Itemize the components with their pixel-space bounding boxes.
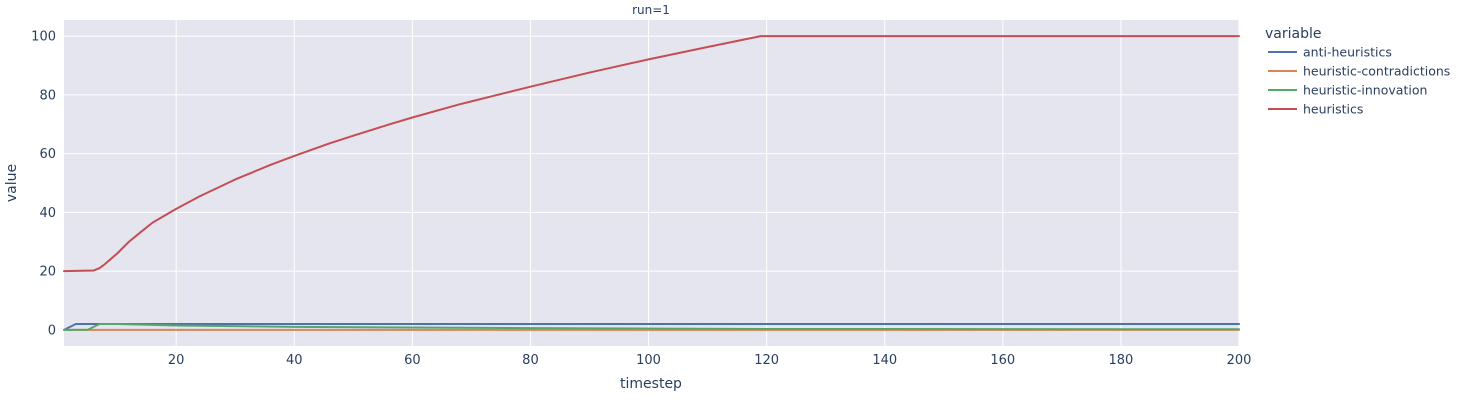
y-axis-ticks: 0 20 40 60 80 100: [31, 30, 56, 339]
legend-label: heuristic-contradictions: [1303, 64, 1450, 79]
x-tick-label: 40: [286, 353, 303, 368]
chart-title: run=1: [632, 3, 670, 17]
legend-item-heuristic-contradictions[interactable]: heuristic-contradictions: [1268, 64, 1450, 79]
x-axis-title: timestep: [620, 376, 682, 392]
y-tick-label: 0: [48, 323, 56, 338]
x-tick-label: 200: [1227, 353, 1252, 368]
series-line-heuristic-innovation: [63, 322, 1240, 331]
x-tick-label: 60: [404, 353, 421, 368]
y-tick-label: 100: [31, 30, 56, 45]
y-tick-label: 80: [39, 88, 56, 103]
legend-label: anti-heuristics: [1303, 45, 1392, 60]
series-line-heuristics: [63, 35, 1240, 273]
x-tick-label: 80: [522, 353, 539, 368]
legend-title: variable: [1265, 26, 1321, 42]
legend-item-heuristic-innovation[interactable]: heuristic-innovation: [1268, 83, 1427, 98]
x-tick-label: 20: [168, 353, 185, 368]
y-tick-label: 20: [39, 265, 56, 280]
legend-label: heuristics: [1303, 102, 1363, 117]
y-tick-label: 40: [39, 206, 56, 221]
y-tick-label: 60: [39, 147, 56, 162]
x-tick-label: 100: [636, 353, 661, 368]
legend-item-anti-heuristics[interactable]: anti-heuristics: [1268, 45, 1392, 60]
x-tick-label: 120: [754, 353, 779, 368]
y-axis-title: value: [4, 164, 20, 202]
x-tick-label: 180: [1108, 353, 1133, 368]
legend: variable anti-heuristics heuristic-contra…: [1265, 26, 1450, 117]
x-tick-label: 140: [872, 353, 897, 368]
legend-label: heuristic-innovation: [1303, 83, 1427, 98]
x-tick-label: 160: [990, 353, 1015, 368]
plot-area: [64, 20, 1239, 346]
series-lines: [63, 35, 1240, 331]
series-line-anti-heuristics: [63, 322, 1240, 331]
x-axis-ticks: 20 40 60 80 100 120 140 160 180 200: [168, 353, 1252, 368]
legend-item-heuristics[interactable]: heuristics: [1268, 102, 1363, 117]
